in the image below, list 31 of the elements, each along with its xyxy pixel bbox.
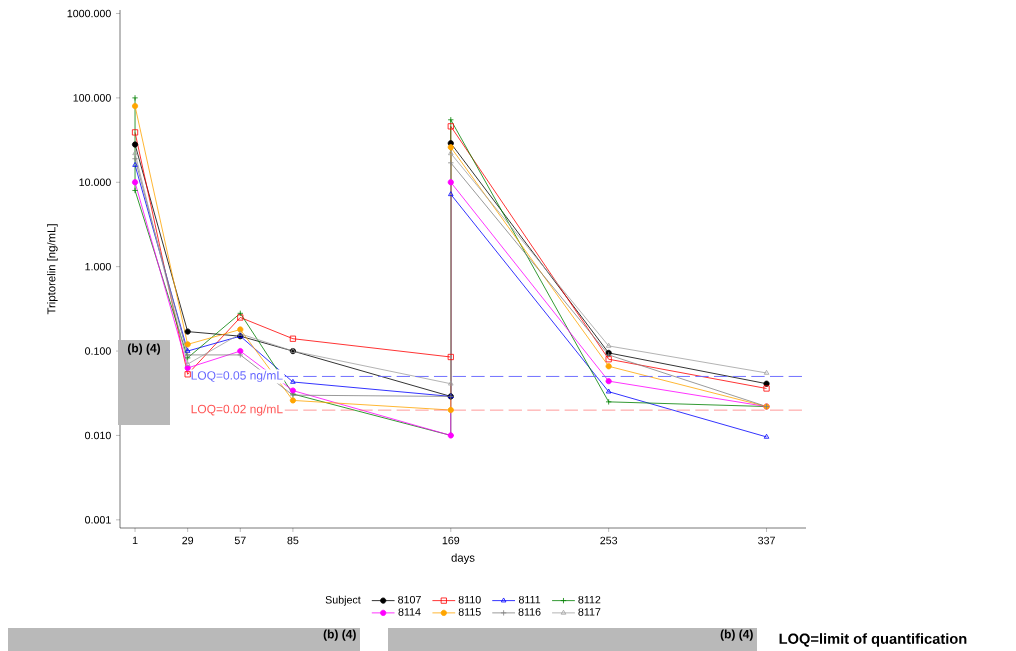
x-tick-label: 253 xyxy=(600,536,618,545)
x-axis-title: days xyxy=(451,553,475,564)
text: (b) (4) xyxy=(720,629,753,641)
legend-label: 8115 xyxy=(458,608,481,616)
ref-line-label: LOQ=0.02 ng/mL xyxy=(191,404,283,416)
y-tick-label: 10.000 xyxy=(79,178,111,187)
legend-label: 8114 xyxy=(398,608,421,616)
y-tick-label: 1.000 xyxy=(85,262,111,271)
y-tick-label: 0.010 xyxy=(85,431,111,440)
x-tick-label: 337 xyxy=(758,536,775,545)
x-tick-label: 169 xyxy=(442,536,460,545)
legend-label: 8116 xyxy=(518,608,541,616)
annotation: (b) (4) xyxy=(127,343,161,355)
ref-line-label: LOQ=0.05 ng/mL xyxy=(191,370,283,383)
y-axis-title: Triptorelin [ng/mL] xyxy=(47,224,58,315)
x-tick-label: 1 xyxy=(132,536,138,545)
y-tick-label: 0.001 xyxy=(85,516,111,524)
legend-title: Subject xyxy=(325,595,361,606)
x-tick-label: 29 xyxy=(182,536,194,545)
x-tick-label: 85 xyxy=(287,536,299,545)
y-tick-label: 0.100 xyxy=(85,347,111,355)
legend-label: 8117 xyxy=(578,608,601,616)
text: LOQ=limit of quantification xyxy=(779,633,967,647)
y-tick-label: 1000.000 xyxy=(67,9,111,18)
legend-label: 8112 xyxy=(578,595,601,604)
x-tick-label: 57 xyxy=(234,536,246,545)
text: (b) (4) xyxy=(323,629,356,641)
legend-label: 8110 xyxy=(458,595,481,604)
legend-label: 8107 xyxy=(398,595,421,604)
legend-label: 8111 xyxy=(518,595,541,604)
y-tick-label: 100.000 xyxy=(73,94,111,102)
